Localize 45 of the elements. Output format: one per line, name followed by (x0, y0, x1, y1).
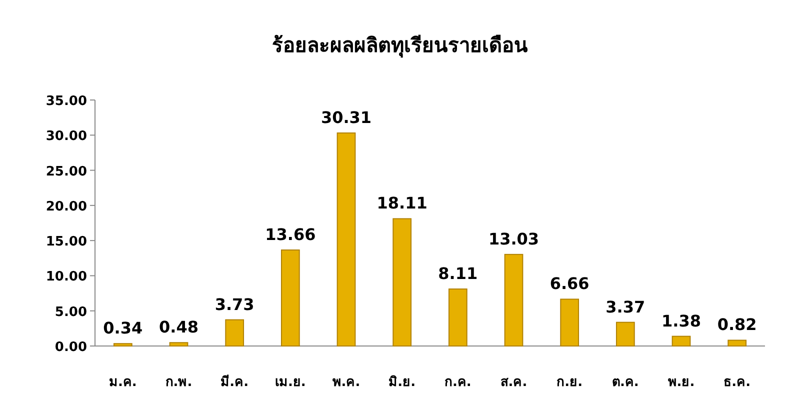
data-label: 3.73 (214, 294, 254, 314)
data-label: 18.11 (376, 194, 428, 213)
x-tick-label: เม.ย. (274, 375, 306, 390)
x-tick-label: ต.ค. (612, 375, 639, 390)
bar (225, 319, 244, 346)
y-tick-label: 5.00 (54, 304, 87, 320)
data-label: 13.03 (488, 229, 540, 248)
data-label: 1.38 (662, 311, 701, 330)
x-tick-label: ส.ค. (500, 375, 528, 390)
data-label: 0.48 (159, 318, 198, 337)
bar (728, 340, 747, 346)
bar (280, 249, 300, 346)
x-tick-label: ก.ย. (556, 375, 583, 390)
data-label: 0.34 (103, 318, 143, 338)
data-label: 13.66 (265, 224, 316, 244)
bar (392, 218, 412, 346)
bar (169, 342, 188, 346)
bar (113, 343, 132, 346)
x-tick-label: พ.ค. (332, 375, 360, 390)
bar (504, 254, 524, 346)
y-tick-label: 0.00 (54, 340, 87, 355)
chart-title: ร้อยละผลผลิตทุเรียนรายเดือน (272, 33, 528, 58)
x-tick-label: พ.ย. (668, 375, 695, 390)
y-tick-label: 35.00 (46, 94, 87, 109)
x-tick-label: มี.ค. (220, 374, 249, 390)
x-tick-label: ก.ค. (444, 375, 472, 390)
y-tick-label: 25.00 (46, 164, 87, 180)
data-label: 0.82 (717, 315, 757, 334)
bar (336, 132, 356, 346)
data-label: 6.66 (550, 274, 590, 294)
y-tick-label: 30.00 (46, 129, 87, 144)
x-tick-label: มิ.ย. (388, 375, 416, 390)
data-label: 8.11 (438, 264, 478, 283)
data-label: 3.37 (606, 297, 646, 316)
y-tick-label: 15.00 (46, 234, 87, 250)
x-tick-label: ธ.ค. (724, 375, 751, 390)
y-tick-label: 20.00 (46, 199, 87, 214)
bar (560, 298, 580, 346)
x-tick-label: ก.พ. (165, 375, 192, 390)
bar (616, 322, 635, 346)
bar (672, 336, 691, 346)
data-label: 30.31 (320, 108, 372, 127)
bar (448, 288, 468, 346)
x-tick-label: ม.ค. (108, 375, 137, 390)
y-tick-label: 10.00 (46, 270, 87, 285)
